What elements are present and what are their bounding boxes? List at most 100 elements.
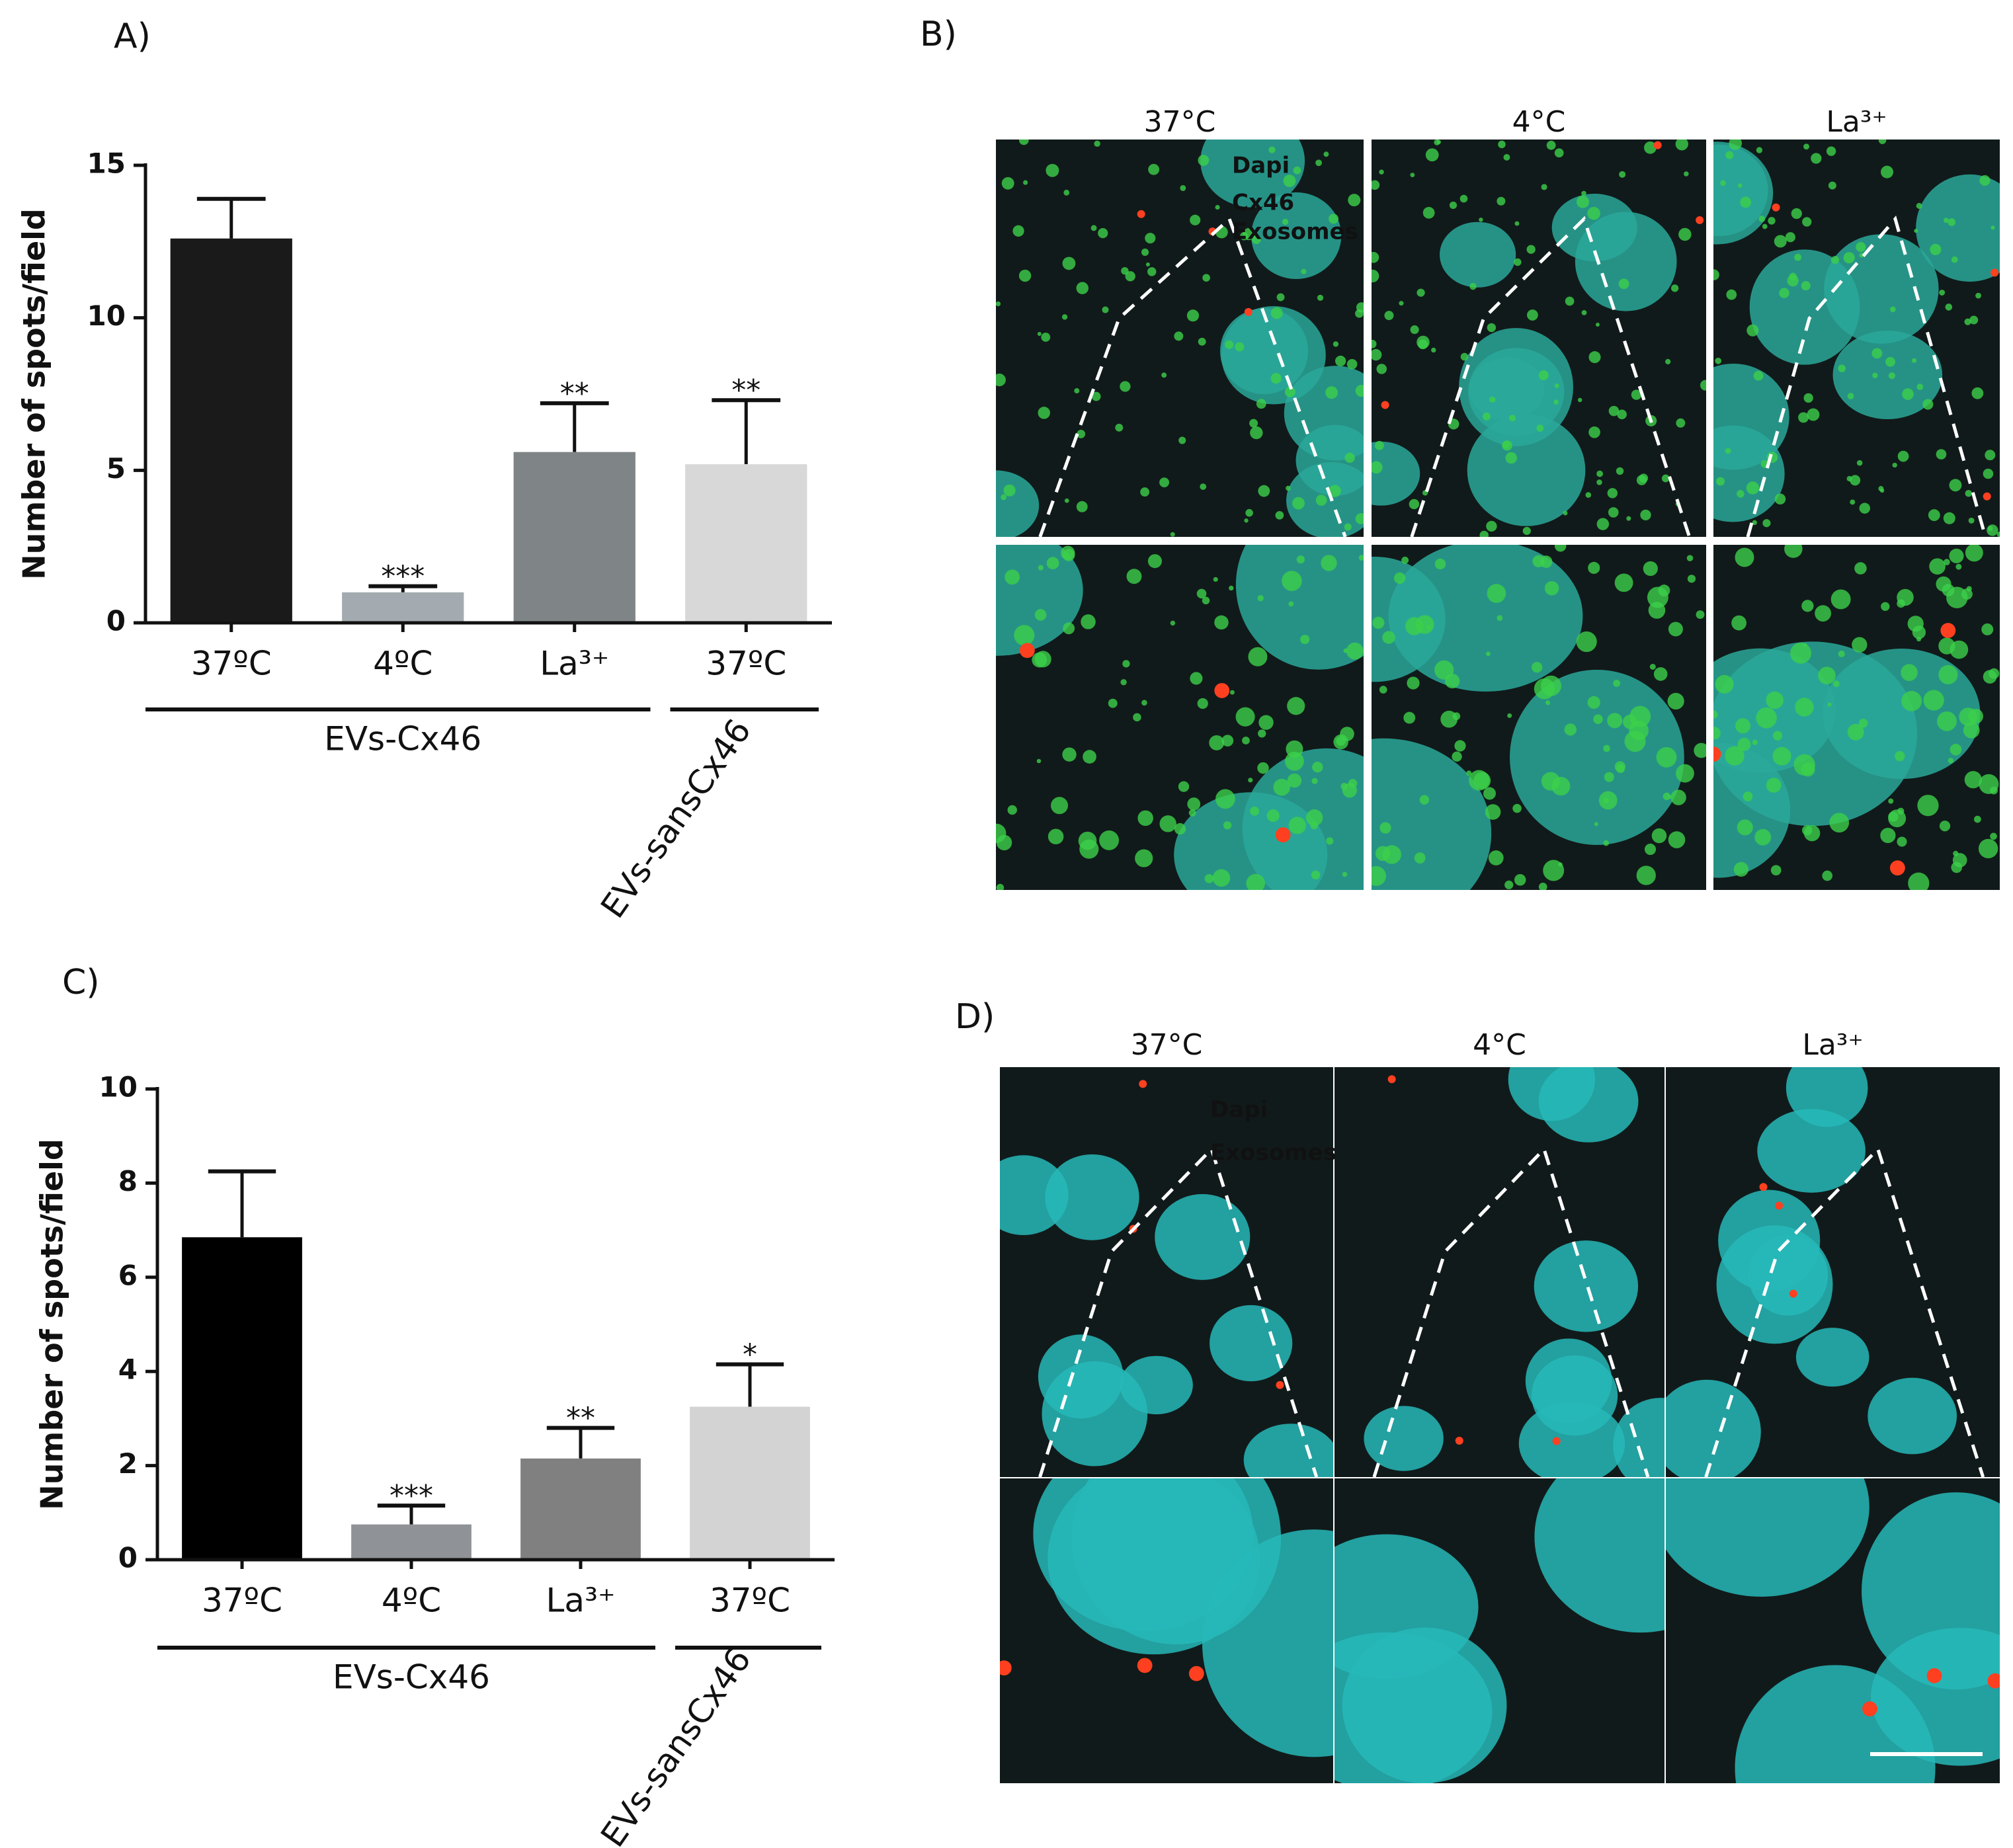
nucleus — [1718, 1189, 1821, 1291]
cx46-dot — [1270, 307, 1283, 319]
exosome — [1137, 210, 1145, 218]
cx46-dot — [1770, 865, 1782, 876]
cx46-dot — [1696, 610, 1705, 620]
cx46-dot — [1667, 795, 1672, 799]
cx46-dot — [1209, 735, 1225, 750]
nucleus — [1518, 1402, 1625, 1477]
cx46-dot — [1847, 393, 1854, 399]
cx46-dot — [1202, 274, 1210, 282]
cx46-dot — [1936, 576, 1951, 592]
nucleus — [1174, 792, 1328, 890]
cx46-dot — [1616, 467, 1624, 475]
group-label: EVs-sansCx46 — [593, 712, 759, 925]
x-tick-label: 4ºC — [373, 645, 432, 683]
cx46-dot — [1838, 364, 1846, 372]
cx46-dot — [1120, 381, 1131, 392]
cx46-dot — [1973, 815, 1981, 823]
cx46-dot — [1581, 309, 1587, 315]
cx46-dot — [1687, 575, 1696, 583]
nucleus — [1388, 545, 1583, 692]
nucleus — [1868, 1377, 1957, 1455]
cx46-dot — [1532, 662, 1543, 673]
cx46-dot — [1608, 405, 1620, 417]
bar — [685, 464, 807, 623]
cx46-dot — [1729, 140, 1743, 150]
nucleus — [1235, 545, 1364, 670]
cx46-dot — [1348, 779, 1358, 788]
cx46-dot — [1221, 735, 1234, 747]
cx46-dot — [1141, 248, 1149, 256]
cx46-dot — [1613, 680, 1621, 687]
cx46-dot — [1774, 235, 1787, 248]
cx46-dot — [1766, 691, 1784, 709]
cx46-dot — [1498, 140, 1506, 149]
cx46-dot — [1063, 189, 1070, 196]
cx46-dot — [1595, 322, 1600, 327]
cx46-dot — [1514, 221, 1520, 226]
cx46-dot — [1178, 781, 1190, 792]
cx46-dot — [1846, 475, 1852, 482]
cx46-dot — [1282, 218, 1289, 225]
cx46-dot — [1895, 751, 1905, 762]
cx46-dot — [1244, 518, 1249, 523]
cx46-dot — [1090, 225, 1097, 231]
cx46-dot — [1725, 151, 1734, 159]
legend-label: Exosomes — [1210, 1140, 1336, 1166]
cx46-dot — [1489, 396, 1496, 403]
cx46-dot — [1063, 622, 1075, 635]
cx46-dot — [1948, 218, 1956, 226]
cx46-dot — [1538, 883, 1547, 890]
cx46-dot — [1414, 852, 1426, 864]
cx46-dot — [1858, 718, 1868, 728]
cx46-dot — [1246, 873, 1265, 890]
cx46-dot — [1554, 383, 1559, 388]
cx46-dot — [1943, 559, 1950, 566]
cx46-dot — [1115, 423, 1124, 432]
cx46-dot — [1485, 651, 1491, 657]
cx46-dot — [1961, 588, 1973, 600]
cx46-dot — [1329, 214, 1339, 224]
cx46-dot — [1012, 225, 1024, 237]
cx46-dot — [1917, 795, 1939, 817]
cx46-dot — [1607, 713, 1623, 729]
cx46-dot — [1822, 870, 1833, 881]
nucleus — [1525, 1338, 1612, 1424]
cx46-dot — [1802, 217, 1812, 227]
cx46-dot — [1135, 849, 1153, 867]
cx46-dot — [1023, 180, 1028, 185]
nucleus — [1795, 1328, 1869, 1387]
cx46-dot — [1147, 554, 1162, 569]
cx46-dot — [1275, 511, 1284, 520]
exosome — [1987, 1673, 2000, 1689]
micrograph — [1335, 1067, 1664, 1477]
cx46-dot — [1074, 388, 1080, 394]
y-tick-label: 10 — [87, 300, 126, 332]
cx46-dot — [1292, 497, 1305, 510]
cx46-dot — [1686, 555, 1694, 561]
cx46-dot — [1878, 140, 1887, 144]
cx46-dot — [1503, 153, 1510, 161]
cx46-dot — [1576, 195, 1590, 208]
cx46-dot — [1949, 479, 1962, 492]
cx46-dot — [1407, 676, 1420, 690]
cx46-dot — [1003, 484, 1016, 497]
cx46-dot — [1512, 803, 1522, 813]
nucleus — [1666, 1478, 1869, 1597]
nucleus — [1200, 140, 1305, 208]
cx46-dot — [1952, 853, 1967, 867]
cx46-dot — [1372, 865, 1386, 886]
cx46-dot — [1215, 789, 1235, 809]
cx46-dot — [1758, 216, 1766, 222]
cx46-dot — [1284, 386, 1295, 397]
cx46-dot — [1756, 707, 1777, 729]
cx46-dot — [1285, 752, 1304, 771]
cx46-dot — [1372, 461, 1383, 474]
cx46-dot — [1196, 588, 1207, 599]
nucleus — [996, 470, 1040, 537]
cx46-dot — [1300, 635, 1310, 645]
cx46-dot — [1041, 333, 1051, 342]
cx46-dot — [1061, 314, 1068, 320]
cx46-dot — [1826, 146, 1836, 156]
cx46-dot — [1418, 339, 1428, 350]
